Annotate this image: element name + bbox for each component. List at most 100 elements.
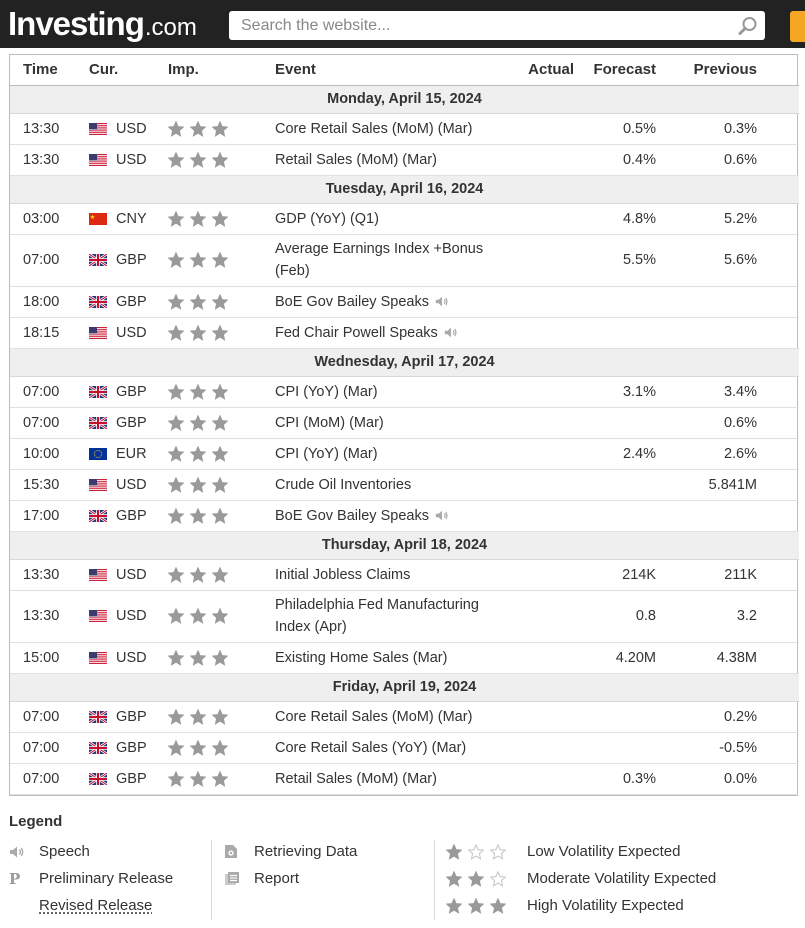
event-currency-cell: USD xyxy=(89,642,168,674)
column-header-time[interactable]: Time xyxy=(10,55,89,86)
event-name-link[interactable]: Philadelphia Fed Manufacturing Index (Ap… xyxy=(275,597,479,635)
event-row[interactable]: 03:00 CNY GDP (YoY) (Q1) 4.8% 5.2% xyxy=(10,203,799,235)
event-time: 15:30 xyxy=(10,469,89,501)
column-header-actual[interactable]: Actual xyxy=(495,55,574,86)
column-header-previous[interactable]: Previous xyxy=(656,55,757,86)
uk-flag-icon xyxy=(89,416,107,429)
star-filled-icon xyxy=(168,739,184,756)
event-name-link[interactable]: Retail Sales (MoM) (Mar) xyxy=(275,770,437,787)
event-name-link[interactable]: Existing Home Sales (Mar) xyxy=(275,649,448,666)
event-forecast: 2.4% xyxy=(574,438,656,470)
event-name-link[interactable]: BoE Gov Bailey Speaks xyxy=(275,507,429,524)
star-filled-icon xyxy=(190,210,206,227)
event-name-cell: Average Earnings Index +Bonus (Feb) xyxy=(275,234,495,287)
event-name-cell: GDP (YoY) (Q1) xyxy=(275,203,495,235)
event-row[interactable]: 15:00 USD Existing Home Sales (Mar) 4.20M 4.… xyxy=(10,642,799,674)
star-filled-icon xyxy=(190,476,206,493)
event-name-link[interactable]: CPI (YoY) (Mar) xyxy=(275,383,378,400)
day-header-row: Friday, April 19, 2024 xyxy=(10,672,799,702)
star-filled-icon xyxy=(168,252,184,268)
event-name-link[interactable]: Retail Sales (MoM) (Mar) xyxy=(275,151,437,168)
event-row[interactable]: 13:30 USD Initial Jobless Claims 214K 211K xyxy=(10,559,799,591)
event-spacer xyxy=(757,590,799,643)
event-row[interactable]: 07:00 GBP CPI (MoM) (Mar) 0.6% xyxy=(10,407,799,439)
legend-item-volatility: High Volatility Expected xyxy=(446,892,786,919)
event-name-link[interactable]: Core Retail Sales (MoM) (Mar) xyxy=(275,708,473,725)
day-header-row: Tuesday, April 16, 2024 xyxy=(10,174,799,204)
event-name-link[interactable]: CPI (MoM) (Mar) xyxy=(275,414,384,431)
column-header-event[interactable]: Event xyxy=(275,55,495,86)
event-row[interactable]: 10:00 EUR CPI (YoY) (Mar) 2.4% 2.6% xyxy=(10,438,799,470)
column-header-currency[interactable]: Cur. xyxy=(89,55,168,86)
speech-icon[interactable] xyxy=(444,326,458,339)
us-flag-icon xyxy=(89,651,107,664)
event-previous: 0.3% xyxy=(656,113,757,145)
event-previous: -0.5% xyxy=(656,732,757,764)
event-currency-cell: GBP xyxy=(89,234,168,287)
event-name-link[interactable]: GDP (YoY) (Q1) xyxy=(275,210,379,227)
event-row[interactable]: 17:00 GBP BoE Gov Bailey Speaks xyxy=(10,500,799,532)
event-row[interactable]: 18:00 GBP BoE Gov Bailey Speaks xyxy=(10,286,799,318)
star-filled-icon xyxy=(190,445,206,462)
star-filled-icon xyxy=(190,252,206,268)
event-row[interactable]: 13:30 USD Core Retail Sales (MoM) (Mar) 0.5… xyxy=(10,113,799,145)
event-currency: GBP xyxy=(116,414,147,431)
column-header-importance[interactable]: Imp. xyxy=(168,55,275,86)
event-name-link[interactable]: BoE Gov Bailey Speaks xyxy=(275,293,429,310)
star-filled-icon xyxy=(212,507,228,524)
event-actual xyxy=(495,113,574,145)
event-row[interactable]: 13:30 USD Philadelphia Fed Manufacturing I… xyxy=(10,590,799,643)
event-row[interactable]: 07:00 GBP Core Retail Sales (YoY) (Mar) -0.… xyxy=(10,732,799,764)
event-name-link[interactable]: Core Retail Sales (YoY) (Mar) xyxy=(275,739,467,756)
event-row[interactable]: 07:00 GBP CPI (YoY) (Mar) 3.1% 3.4% xyxy=(10,376,799,408)
event-currency-cell: GBP xyxy=(89,763,168,795)
event-name-link[interactable]: Crude Oil Inventories xyxy=(275,476,412,493)
event-row[interactable]: 13:30 USD Retail Sales (MoM) (Mar) 0.4% 0.6% xyxy=(10,144,799,176)
event-row[interactable]: 07:00 GBP Average Earnings Index +Bonus (F… xyxy=(10,234,799,287)
event-name-link[interactable]: Initial Jobless Claims xyxy=(275,566,411,583)
event-importance xyxy=(168,113,275,145)
column-header-forecast[interactable]: Forecast xyxy=(574,55,656,86)
day-header-row: Wednesday, April 17, 2024 xyxy=(10,347,799,377)
event-name-link[interactable]: Fed Chair Powell Speaks xyxy=(275,324,438,341)
speech-icon[interactable] xyxy=(435,509,449,522)
star-filled-icon xyxy=(168,293,184,310)
legend-label-revised-release: Revised Release xyxy=(39,897,153,914)
star-filled-icon xyxy=(168,414,184,431)
legend-item-volatility: Low Volatility Expected xyxy=(446,838,786,865)
star-filled-icon xyxy=(168,383,184,400)
event-name-link[interactable]: CPI (YoY) (Mar) xyxy=(275,445,378,462)
legend-divider xyxy=(211,840,212,920)
speech-icon[interactable] xyxy=(435,295,449,308)
event-row[interactable]: 07:00 GBP Retail Sales (MoM) (Mar) 0.3% 0.0% xyxy=(10,763,799,795)
legend-label-volatility: Moderate Volatility Expected xyxy=(527,870,717,887)
event-actual xyxy=(495,732,574,764)
star-filled-icon xyxy=(212,476,228,493)
event-name-cell: CPI (YoY) (Mar) xyxy=(275,376,495,408)
event-currency: GBP xyxy=(116,507,147,524)
event-actual xyxy=(495,763,574,795)
search-input[interactable] xyxy=(229,11,765,40)
event-forecast xyxy=(574,500,656,532)
event-actual xyxy=(495,438,574,470)
event-row[interactable]: 15:30 USD Crude Oil Inventories 5.841M xyxy=(10,469,799,501)
event-forecast xyxy=(574,732,656,764)
star-filled-icon xyxy=(212,151,228,168)
site-logo[interactable]: Investing .com xyxy=(8,4,197,44)
calendar-body: Monday, April 15, 2024 13:30 USD Core Retai… xyxy=(10,84,799,795)
event-importance xyxy=(168,407,275,439)
sign-in-button[interactable] xyxy=(790,11,805,42)
eu-flag-icon xyxy=(89,447,107,460)
event-spacer xyxy=(757,113,799,145)
event-row[interactable]: 07:00 GBP Core Retail Sales (MoM) (Mar) 0.2… xyxy=(10,701,799,733)
event-row[interactable]: 18:15 USD Fed Chair Powell Speaks xyxy=(10,317,799,349)
event-name-link[interactable]: Core Retail Sales (MoM) (Mar) xyxy=(275,120,473,137)
search-icon[interactable] xyxy=(737,15,759,37)
legend-item-preliminary-release: P Preliminary Release xyxy=(9,865,209,892)
event-name-link[interactable]: Average Earnings Index +Bonus (Feb) xyxy=(275,241,484,279)
event-currency: USD xyxy=(116,120,147,137)
star-filled-icon xyxy=(446,870,462,887)
event-actual xyxy=(495,317,574,349)
star-filled-icon xyxy=(490,897,506,914)
star-filled-icon xyxy=(446,897,462,914)
